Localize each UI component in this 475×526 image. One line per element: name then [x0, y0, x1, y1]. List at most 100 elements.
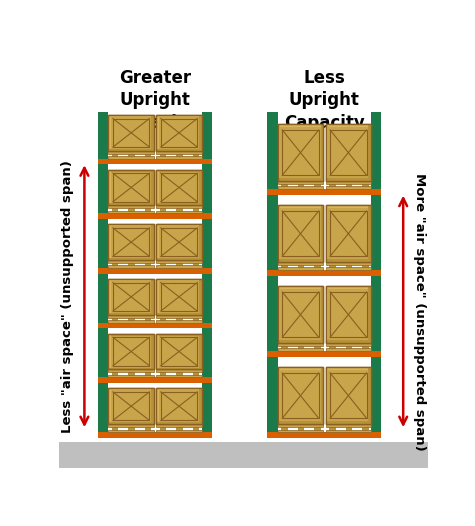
Bar [156, 388, 202, 424]
Bar [156, 170, 202, 205]
Bar [160, 154, 165, 156]
Bar [314, 427, 320, 430]
Bar [108, 390, 111, 422]
Bar [156, 390, 159, 422]
Bar [193, 427, 198, 430]
Bar [371, 432, 381, 438]
Bar [193, 318, 198, 320]
Bar [330, 130, 367, 175]
Bar [282, 292, 319, 337]
Bar [325, 187, 371, 189]
Bar [160, 372, 165, 375]
Bar [156, 422, 202, 424]
Bar [108, 205, 154, 208]
Bar [298, 265, 303, 268]
Bar [108, 224, 154, 260]
Bar [325, 367, 369, 370]
Bar [156, 279, 202, 315]
Bar [314, 184, 320, 187]
Bar [151, 279, 154, 315]
Bar [151, 388, 154, 424]
Bar [325, 421, 371, 424]
Bar [325, 370, 328, 421]
Bar [199, 388, 202, 424]
Bar [199, 333, 202, 369]
Bar [145, 208, 150, 211]
Bar [267, 270, 278, 276]
Bar [176, 318, 182, 320]
Bar [325, 205, 371, 262]
Bar [325, 205, 371, 262]
Bar [346, 265, 351, 268]
Bar [278, 421, 323, 424]
Bar [202, 323, 212, 328]
Bar [108, 115, 154, 150]
Bar [176, 427, 182, 430]
Bar [156, 333, 199, 336]
Bar [371, 112, 381, 438]
Text: More "air space" (unsupported span): More "air space" (unsupported span) [413, 173, 426, 450]
Bar [98, 268, 108, 274]
Bar [156, 150, 202, 154]
Bar [113, 118, 150, 147]
Bar [278, 124, 321, 127]
Bar [156, 375, 202, 378]
Bar [325, 430, 371, 432]
Bar [108, 224, 151, 226]
Bar [156, 424, 202, 427]
Bar [151, 170, 154, 205]
Bar [278, 351, 371, 357]
Bar [156, 205, 202, 208]
Bar [278, 127, 280, 178]
Bar [156, 333, 202, 369]
Bar [282, 130, 319, 175]
Bar [199, 170, 202, 205]
Bar [346, 427, 351, 430]
Bar [108, 369, 154, 372]
Bar [156, 156, 202, 159]
Bar [321, 124, 323, 181]
Bar [278, 178, 323, 181]
Bar [325, 340, 371, 343]
Bar [176, 208, 182, 211]
Bar [176, 372, 182, 375]
Bar [282, 211, 319, 256]
Bar [113, 282, 150, 311]
Bar [369, 124, 371, 181]
Bar [108, 258, 154, 260]
Bar [329, 184, 335, 187]
Bar [278, 424, 323, 427]
Bar [108, 430, 154, 432]
Bar [108, 159, 202, 164]
Bar [108, 115, 151, 117]
Bar [156, 333, 202, 369]
Bar [329, 346, 335, 349]
Bar [108, 150, 154, 154]
Bar [202, 432, 212, 438]
Bar [371, 189, 381, 195]
Bar [176, 263, 182, 266]
Bar [98, 112, 108, 438]
Bar [108, 333, 154, 369]
Bar [156, 226, 159, 258]
Bar [371, 270, 381, 276]
Bar [202, 159, 212, 164]
Bar [202, 268, 212, 274]
Bar [108, 378, 202, 383]
Bar [156, 258, 202, 260]
Bar [278, 367, 323, 424]
Bar [108, 388, 154, 424]
Bar [325, 259, 371, 262]
Bar [112, 427, 117, 430]
Bar [98, 378, 108, 383]
Bar [108, 171, 111, 204]
Bar [278, 205, 321, 208]
Bar [369, 286, 371, 343]
Bar [112, 263, 117, 266]
Bar [267, 112, 278, 438]
Bar [160, 318, 165, 320]
Bar [278, 208, 280, 259]
Bar [325, 205, 369, 208]
Text: Less "air space" (unsupported span): Less "air space" (unsupported span) [61, 160, 75, 433]
Bar [156, 224, 202, 260]
